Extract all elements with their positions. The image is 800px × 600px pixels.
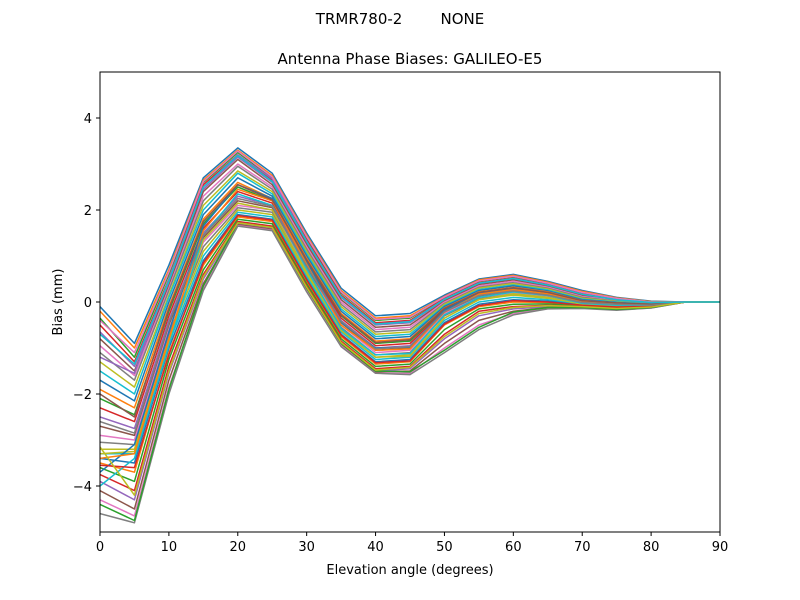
x-tick-label: 70 (574, 540, 591, 555)
series-line-28 (100, 225, 720, 524)
series-line-34 (100, 214, 720, 469)
y-axis-label: Bias (mm) (51, 269, 66, 336)
x-tick-label: 60 (505, 540, 522, 555)
series-layer (100, 147, 720, 524)
x-tick-label: 0 (96, 540, 104, 555)
x-axis: 0 10 20 30 40 50 60 70 80 90 (96, 532, 728, 555)
series-line-39 (100, 222, 720, 496)
y-tick-label: −2 (73, 388, 92, 403)
series-line-38 (100, 197, 720, 434)
series-line-37 (100, 150, 720, 354)
series-line-29 (100, 202, 720, 455)
plot-area (99, 71, 721, 533)
x-tick-label: 20 (230, 540, 247, 555)
y-tick-label: 0 (84, 296, 92, 311)
x-tick-label: 40 (367, 540, 384, 555)
series-line-40 (100, 154, 720, 365)
chart-title: Antenna Phase Biases: GALILEO-E5 (278, 50, 543, 68)
y-tick-label: 4 (84, 112, 92, 127)
series-line-33 (100, 222, 720, 522)
x-tick-label: 50 (436, 540, 453, 555)
chart-suptitle: TRMR780-2 NONE (315, 10, 484, 28)
y-axis: −4 −2 0 2 4 (73, 112, 100, 495)
x-tick-label: 30 (298, 540, 315, 555)
y-tick-label: 2 (84, 204, 92, 219)
series-line-36 (100, 183, 720, 418)
x-axis-label: Elevation angle (degrees) (326, 563, 493, 578)
x-tick-label: 80 (643, 540, 660, 555)
x-tick-label: 90 (712, 540, 729, 555)
y-tick-label: −4 (73, 480, 92, 495)
x-tick-label: 10 (161, 540, 178, 555)
